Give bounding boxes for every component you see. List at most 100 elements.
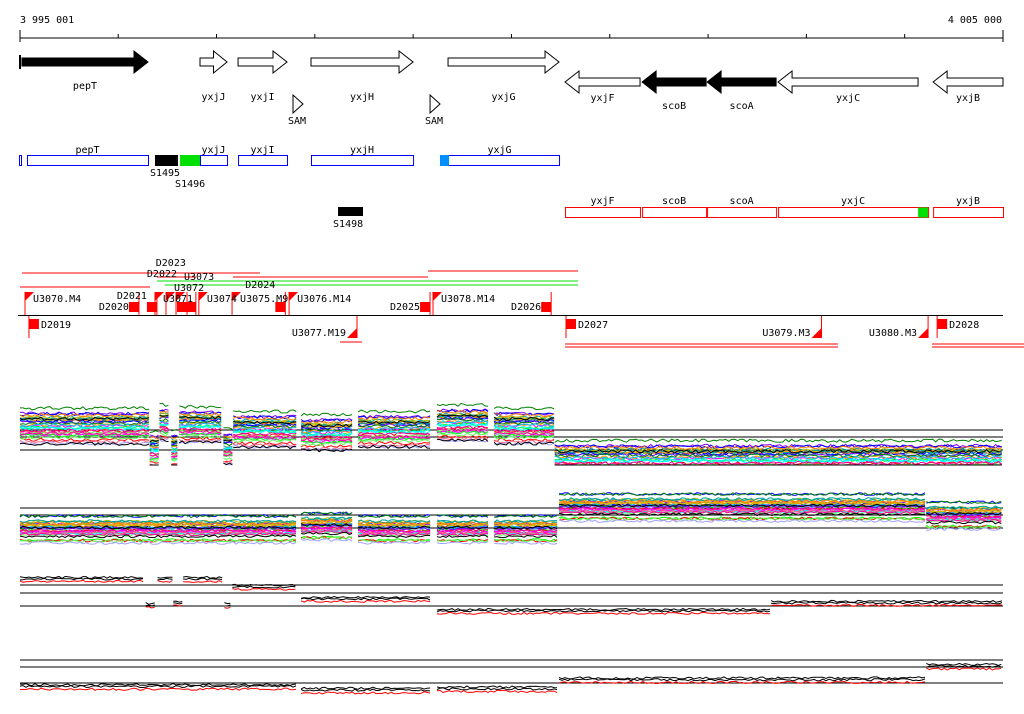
transcript-label: scoB — [662, 196, 686, 207]
profile-line — [558, 510, 926, 515]
profile-line — [19, 523, 297, 527]
profile-line — [494, 415, 555, 420]
profile-line — [233, 426, 297, 431]
profile-line — [436, 417, 489, 423]
profile-line — [19, 514, 297, 519]
segment-label: D2028 — [949, 320, 979, 331]
profile-line — [19, 519, 297, 523]
segment-label: U3074 — [207, 294, 237, 305]
profile-line — [926, 527, 1002, 532]
profile-line — [926, 500, 1002, 505]
profile-line — [145, 606, 155, 609]
profile-line — [436, 519, 489, 523]
profile-line — [19, 439, 150, 444]
riboswitch-label: SAM — [288, 116, 306, 127]
profile-line — [493, 431, 555, 436]
profile-line — [233, 436, 297, 442]
profile-line — [357, 519, 431, 523]
profile-line — [301, 441, 353, 447]
profile-line — [19, 441, 150, 446]
gene-label: yxjG — [491, 92, 515, 103]
profile-line — [301, 421, 353, 427]
profile-line — [926, 520, 1002, 525]
gene-arrow-yxjB — [932, 69, 1004, 95]
gene-fragment — [19, 55, 21, 69]
profile-line — [493, 426, 555, 431]
profile-line — [233, 434, 297, 439]
segment-label: D2023 — [156, 258, 186, 269]
profile-line — [159, 437, 169, 441]
profile-line — [770, 601, 1003, 605]
gene-label: yxjC — [836, 93, 860, 104]
profile-line — [149, 446, 159, 448]
profile-line — [171, 458, 178, 462]
profile-line — [149, 461, 159, 464]
profile-line — [558, 506, 926, 511]
profile-line — [149, 441, 159, 445]
segment-label: U3078.M14 — [441, 294, 495, 305]
profile-line — [157, 580, 173, 583]
gene-label: yxjB — [956, 93, 980, 104]
profile-line — [357, 525, 431, 530]
profile-line — [173, 604, 183, 607]
profile-line — [358, 514, 431, 518]
segment-end-flag-icon — [918, 328, 929, 338]
riboswitch-label: SAM — [425, 116, 443, 127]
profile-line — [436, 534, 489, 538]
segment-start-flag-icon — [232, 292, 242, 301]
profile-line — [493, 525, 558, 530]
profile-line — [19, 539, 297, 543]
profile-line — [436, 539, 489, 543]
transcript-box-yxjH — [310, 155, 415, 166]
profile-line — [19, 577, 144, 581]
segment-end-block — [128, 302, 139, 312]
segment-label: U3077.M19 — [292, 328, 346, 339]
profile-line — [159, 414, 169, 417]
transcript-track: pepT yxjJ yxjI yxjH yxjG yxjF scoB scoA yxjC yxjB… — [19, 145, 1004, 230]
profile-line — [494, 514, 558, 518]
profile-line — [357, 409, 431, 414]
profile-line — [224, 602, 231, 605]
profile-line — [494, 541, 558, 545]
segment-label: D2020 — [99, 302, 129, 313]
profile-line — [183, 577, 223, 581]
transcript-start-mark — [440, 155, 450, 166]
profile-line — [223, 443, 233, 447]
profile-line — [357, 440, 431, 446]
profile-line — [233, 431, 297, 436]
profile-line — [223, 462, 233, 466]
gene-label: yxjJ — [201, 92, 225, 103]
profile-line — [436, 422, 489, 427]
profile-line — [179, 422, 222, 426]
segment-start-flag-icon — [289, 292, 299, 301]
profile-line — [159, 426, 169, 429]
profile-line — [179, 424, 222, 429]
transcript-label: yxjC — [841, 196, 865, 207]
profile-line — [232, 438, 297, 444]
profile-line — [494, 521, 558, 525]
profile-line — [171, 441, 178, 444]
profile-line — [173, 602, 183, 605]
profile-line — [436, 531, 489, 536]
profile-line — [436, 402, 489, 407]
profile-line — [770, 603, 1003, 607]
coordinate-axis — [19, 30, 1004, 42]
profile-line — [558, 497, 926, 502]
profile-line — [171, 436, 178, 439]
segment-label: D2021 — [117, 291, 147, 302]
segment-end-block — [541, 302, 552, 312]
profile-line — [493, 406, 555, 411]
profile-line — [233, 420, 297, 425]
profile-line — [19, 413, 150, 418]
profile-line — [178, 430, 222, 434]
profile-line — [436, 434, 489, 439]
profile-line — [358, 416, 431, 421]
profile-line — [436, 432, 489, 437]
profile-line — [223, 452, 233, 457]
profile-line — [159, 411, 169, 413]
profile-line — [436, 415, 489, 420]
segment-label: U3076.M14 — [297, 294, 351, 305]
profile-line — [233, 409, 297, 414]
profile-line — [493, 428, 555, 433]
